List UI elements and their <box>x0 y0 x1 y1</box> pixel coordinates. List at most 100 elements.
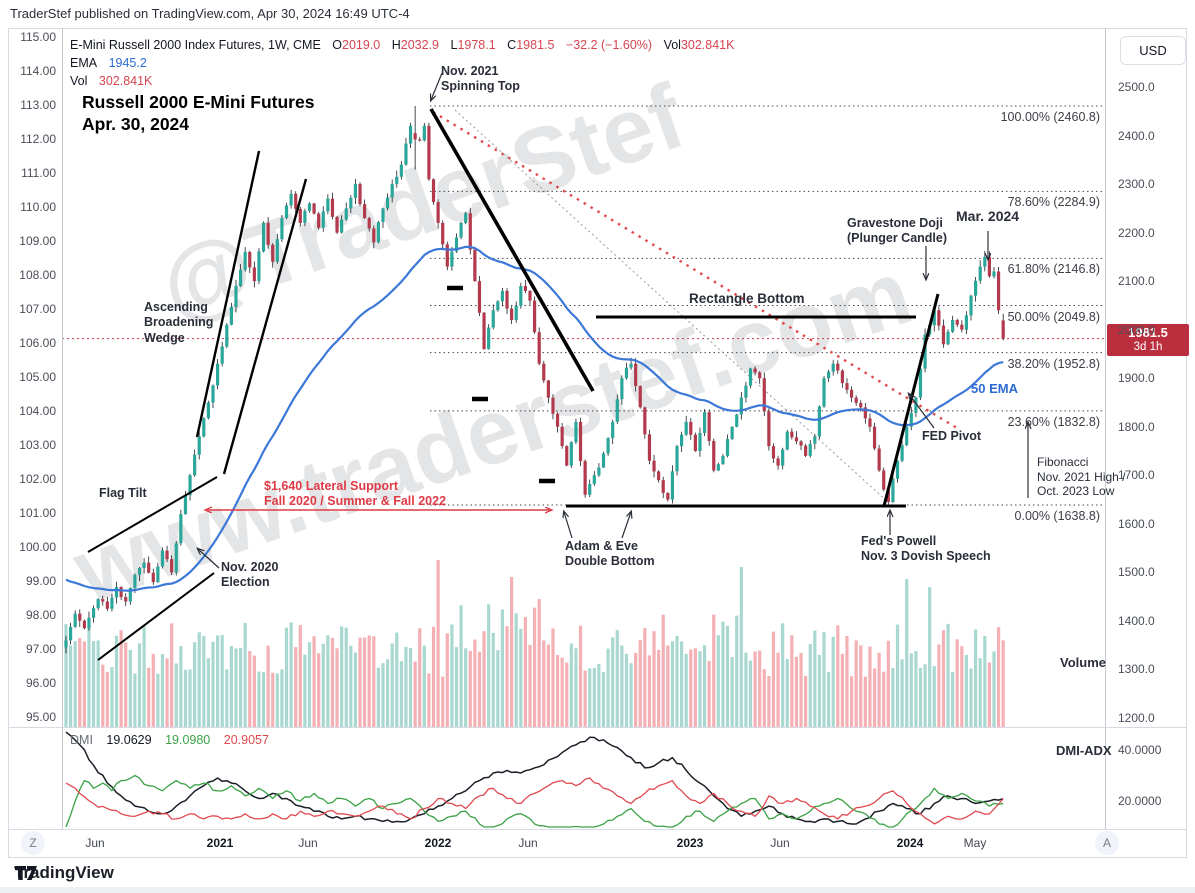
fib-level-label: 100.00% (2460.8) <box>1000 110 1100 125</box>
spinning-top-arrow <box>431 72 443 100</box>
ema-50-label[interactable]: 50 EMA <box>971 381 1018 396</box>
dmi-value-3: 20.9057 <box>223 733 269 747</box>
chart-title: Russell 2000 E-Mini Futures Apr. 30, 2024 <box>82 92 315 134</box>
bottom-strip <box>0 887 1195 893</box>
right-axis-tick: 1400.0 <box>1118 613 1155 628</box>
fed-pivot-line[interactable] <box>882 293 940 507</box>
right-axis-border <box>1105 28 1106 829</box>
left-axis-tick: 98.00 <box>25 608 56 622</box>
dmi-legend[interactable]: DMI 19.0629 19.0980 20.9057 <box>70 733 269 747</box>
bar-countdown: 3d 1h <box>1133 341 1163 353</box>
election-label[interactable]: Nov. 2020 Election <box>221 560 279 590</box>
left-axis-tick: 102.00 <box>19 472 56 486</box>
right-axis-tick: 1200.0 <box>1118 711 1155 726</box>
legend-symbol-row[interactable]: E-Mini Russell 2000 Index Futures, 1W, C… <box>70 36 734 54</box>
wedge-line-lower[interactable] <box>222 178 308 475</box>
tradingview-logo-icon <box>15 866 37 880</box>
time-axis-tick: Jun <box>298 836 318 850</box>
right-axis-tick: 2300.0 <box>1118 177 1155 192</box>
fibonacci-lines[interactable] <box>62 105 1105 506</box>
right-axis-tick: 2500.0 <box>1118 80 1155 94</box>
time-axis-tick: Jun <box>85 836 105 850</box>
volume-label: Vol <box>663 38 681 52</box>
attribution-text: TraderStef published on TradingView.com,… <box>10 6 410 21</box>
ema-50-line[interactable] <box>65 245 1004 592</box>
right-axis-tick: 1900.0 <box>1118 371 1155 386</box>
left-axis-tick: 111.00 <box>21 166 56 180</box>
time-axis-tick: Jun <box>770 836 790 850</box>
right-axis-tick: 1300.0 <box>1118 662 1155 677</box>
time-axis-tick: 2021 <box>206 836 234 850</box>
mar-2024-label[interactable]: Mar. 2024 <box>956 208 1020 224</box>
legend[interactable]: E-Mini Russell 2000 Index Futures, 1W, C… <box>70 36 734 90</box>
symbol-title[interactable]: E-Mini Russell 2000 Index Futures, 1W, C… <box>70 38 321 52</box>
dmi-axis-tick: 40.0000 <box>1118 743 1162 757</box>
left-axis-tick: 109.00 <box>19 234 56 248</box>
scroll-right-button[interactable]: A <box>1095 831 1119 855</box>
change-value: −32.2 (−1.60%) <box>565 38 653 52</box>
legend-ema-row[interactable]: EMA 1945.2 <box>70 54 734 72</box>
wedge-line-upper[interactable] <box>195 150 261 438</box>
left-axis-tick: 97.00 <box>25 642 56 656</box>
left-axis-tick: 101.00 <box>19 506 56 520</box>
left-axis-tick: 115.00 <box>20 30 56 44</box>
close-value: 1981.5 <box>516 38 555 52</box>
time-axis-tick: 2024 <box>896 836 924 850</box>
currency-toggle-button[interactable]: USD <box>1120 36 1186 65</box>
dmi-adx-series <box>65 731 1004 828</box>
right-axis-tick: 2400.0 <box>1118 128 1155 143</box>
fib-level-label: 61.80% (2146.8) <box>1007 262 1100 277</box>
double-bottom-label[interactable]: Adam & Eve Double Bottom <box>565 539 655 569</box>
right-axis-tick: 2200.0 <box>1118 225 1155 240</box>
open-value: 2019.0 <box>342 38 381 52</box>
chart-drawings[interactable] <box>87 72 1028 661</box>
left-axis-tick: 113.00 <box>20 98 56 112</box>
lateral-support-label[interactable]: $1,640 Lateral Support Fall 2020 / Summer… <box>264 479 447 509</box>
fib-level-label: 0.00% (1638.8) <box>1014 509 1100 523</box>
chart-widget[interactable] <box>8 28 1187 858</box>
left-axis-tick: 114.00 <box>20 64 56 78</box>
fib-note-label[interactable]: Fibonacci Nov. 2021 High / Oct. 2023 Low <box>1037 455 1126 499</box>
downtrend-line[interactable] <box>429 108 595 392</box>
left-axis-tick: 108.00 <box>19 268 56 282</box>
time-axis-tick: 2023 <box>676 836 704 850</box>
tradingview-brand-text[interactable]: TradingView <box>14 863 114 882</box>
gravestone-doji-label[interactable]: Gravestone Doji (Plunger Candle) <box>847 216 948 246</box>
dmi-adx-pane-label: DMI-ADX <box>1056 743 1112 758</box>
dmi-value-1: 19.0629 <box>106 733 152 747</box>
left-axis-tick: 112.00 <box>20 132 56 146</box>
spinning-top-label[interactable]: Nov. 2021 Spinning Top <box>441 64 520 94</box>
flag-line-upper[interactable] <box>87 476 218 553</box>
left-axis-tick: 105.00 <box>19 370 56 384</box>
rectangle-bottom-label[interactable]: Rectangle Bottom <box>689 291 805 306</box>
fed-pivot-label[interactable]: FED Pivot <box>922 429 982 443</box>
wedge-label[interactable]: Ascending Broadening Wedge <box>144 300 214 345</box>
last-price-badge: 1981.5 3d 1h <box>1107 324 1189 356</box>
high-value: 2032.9 <box>400 38 439 52</box>
left-axis-tick: 110.00 <box>20 200 56 214</box>
left-axis-tick: 99.00 <box>25 574 56 588</box>
dmi-axis-tick: 20.0000 <box>1118 794 1162 808</box>
time-axis-tick: May <box>963 836 987 850</box>
right-axis-tick: 2000.0 <box>1118 322 1155 337</box>
flag-line-lower[interactable] <box>97 572 215 661</box>
vol-row-label: Vol <box>70 74 88 88</box>
tradingview-footer[interactable]: TradingView <box>14 863 114 883</box>
time-axis-tick: 2022 <box>424 836 452 850</box>
high-label: H <box>391 38 401 52</box>
flag-tilt-label[interactable]: Flag Tilt <box>99 486 147 500</box>
left-axis-border <box>62 28 63 829</box>
dmi-name: DMI <box>70 733 93 747</box>
last-price: 1981.5 <box>1128 325 1168 340</box>
right-axis-tick: 1700.0 <box>1118 468 1155 483</box>
scroll-left-button[interactable]: Z <box>21 831 45 855</box>
powell-label[interactable]: Fed's Powell Nov. 3 Dovish Speech <box>861 534 991 564</box>
fib-level-label: 50.00% (2049.8) <box>1007 309 1100 324</box>
close-label: C <box>507 38 517 52</box>
ema-value: 1945.2 <box>108 56 147 70</box>
eve-arrow <box>621 512 631 539</box>
low-label: L <box>450 38 458 52</box>
legend-vol-row[interactable]: Vol 302.841K <box>70 72 734 90</box>
